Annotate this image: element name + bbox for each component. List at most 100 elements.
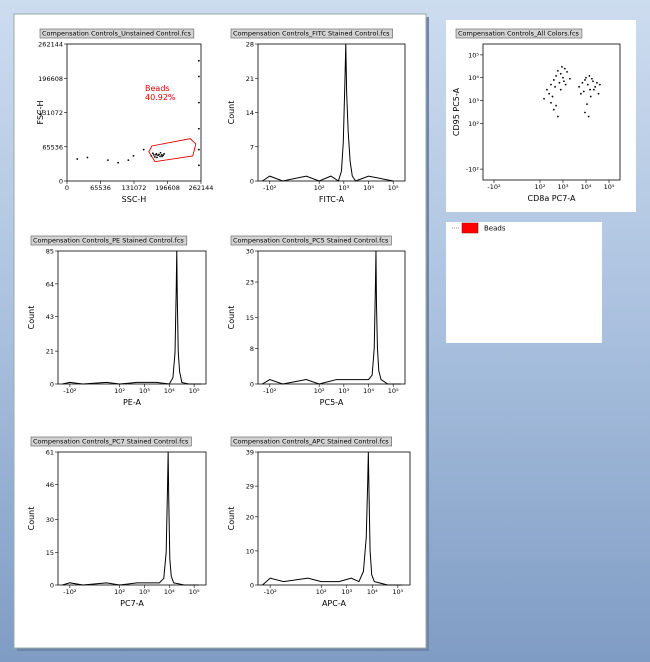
- event-dot: [589, 88, 591, 91]
- plot-title: Compensation Controls_PC5 Stained Contro…: [233, 237, 389, 245]
- event-dot: [562, 76, 564, 79]
- x-tick-label: 10³: [338, 184, 349, 192]
- event-dot: [563, 67, 566, 70]
- event-dot: [197, 148, 200, 151]
- x-tick-label: 10²: [535, 183, 546, 191]
- event-dot: [564, 83, 567, 86]
- event-dot: [127, 159, 130, 161]
- x-tick-label: -10²: [63, 588, 77, 596]
- event-dot: [548, 92, 551, 95]
- x-axis-label: PC5-A: [320, 398, 344, 407]
- legend-panel: [446, 222, 602, 343]
- layout-page: [13, 13, 427, 649]
- y-tick-label: 10: [246, 547, 254, 555]
- y-tick-label: 10⁴: [468, 74, 479, 82]
- x-tick-label: -10²: [263, 387, 277, 395]
- y-tick-label: 0: [50, 582, 54, 590]
- y-axis-label: CD95 PC5-A: [452, 87, 461, 136]
- event-dot: [587, 115, 590, 118]
- y-tick-label: 7: [250, 143, 254, 151]
- x-tick-label: 10²: [114, 387, 125, 395]
- gate-name: Beads: [145, 84, 170, 93]
- x-axis-label: APC-A: [322, 599, 347, 608]
- y-tick-label: 0: [250, 178, 254, 186]
- y-tick-label: 30: [246, 248, 254, 256]
- y-tick-label: 0: [50, 381, 54, 389]
- y-tick-label: 28: [246, 41, 254, 49]
- y-axis-label: FSC-H: [36, 100, 45, 124]
- y-tick-label: 61: [46, 449, 54, 457]
- y-tick-label: 30: [46, 516, 54, 524]
- legend-label: Beads: [484, 225, 506, 233]
- y-tick-label: 196608: [38, 75, 63, 83]
- y-tick-label: 10³: [468, 97, 479, 105]
- y-tick-label: 15: [246, 314, 254, 322]
- event-dot: [554, 85, 556, 88]
- histogram-trace: [62, 451, 199, 586]
- y-tick-label: 64: [46, 280, 54, 288]
- plot-title-box: [230, 28, 393, 39]
- x-tick-label: 10⁴: [367, 588, 378, 596]
- y-tick-label: 0: [250, 582, 254, 590]
- event-dot: [588, 75, 591, 77]
- y-tick-label: 85: [46, 248, 54, 256]
- event-dot: [158, 153, 160, 156]
- plot-title-box: [30, 235, 188, 246]
- x-tick-label: 10³: [341, 588, 352, 596]
- x-tick-label: -10²: [264, 588, 278, 596]
- event-dot: [555, 104, 557, 107]
- histogram-trace: [262, 250, 401, 385]
- y-tick-label: 21: [246, 75, 254, 83]
- event-dot: [76, 158, 79, 160]
- event-dot: [197, 127, 200, 130]
- event-dot: [597, 92, 600, 95]
- x-tick-label: 10³: [139, 588, 150, 596]
- x-tick-label: 131072: [122, 184, 147, 192]
- histogram-trace: [262, 43, 394, 182]
- gate-percent: 40.92%: [145, 93, 176, 102]
- y-axis-label: Count: [227, 507, 236, 531]
- y-tick-label: 10⁵: [468, 51, 479, 59]
- plot-title-box: [30, 436, 192, 447]
- y-axis-label: Count: [27, 306, 36, 330]
- event-dot: [551, 95, 554, 98]
- x-tick-label: 10⁴: [363, 184, 374, 192]
- event-dot: [581, 81, 584, 84]
- y-tick-label: 0: [250, 381, 254, 389]
- event-dot: [566, 71, 568, 73]
- plot-title: Compensation Controls_All Colors.fcs: [458, 30, 580, 38]
- x-tick-label: 65536: [90, 184, 111, 192]
- event-dot: [592, 88, 595, 91]
- event-dot: [578, 85, 580, 88]
- x-tick-label: 10²: [316, 588, 327, 596]
- x-tick-label: -10²: [487, 183, 501, 191]
- plot-title: Compensation Controls_FITC Stained Contr…: [233, 30, 390, 38]
- y-axis-label: Count: [227, 101, 236, 125]
- y-tick-label: 21: [46, 348, 54, 356]
- event-dot: [197, 59, 200, 62]
- event-dot: [569, 77, 571, 80]
- y-tick-label: 14: [246, 109, 254, 117]
- x-tick-label: -10²: [63, 387, 77, 395]
- event-dot: [558, 81, 561, 84]
- plot-title: Compensation Controls_APC Stained Contro…: [233, 438, 389, 446]
- y-axis-label: Count: [27, 507, 36, 531]
- event-dot: [159, 155, 161, 158]
- event-dot: [154, 156, 156, 158]
- x-tick-label: 10⁵: [604, 183, 615, 191]
- event-dot: [582, 90, 585, 93]
- event-dot: [546, 88, 548, 91]
- y-tick-label: 29: [246, 483, 254, 491]
- y-tick-label: 8: [250, 345, 254, 353]
- x-tick-label: 10³: [558, 183, 569, 191]
- plot-frame: [482, 43, 621, 181]
- event-dot: [589, 95, 592, 98]
- event-dot: [596, 81, 598, 84]
- x-axis-label: PC7-A: [120, 599, 144, 608]
- y-tick-label: 23: [246, 279, 254, 287]
- x-axis-label: SSC-H: [122, 195, 147, 204]
- y-tick-label: 65536: [42, 143, 63, 151]
- event-dot: [592, 80, 594, 83]
- event-dot: [550, 83, 552, 86]
- y-tick-label: 262144: [38, 41, 63, 49]
